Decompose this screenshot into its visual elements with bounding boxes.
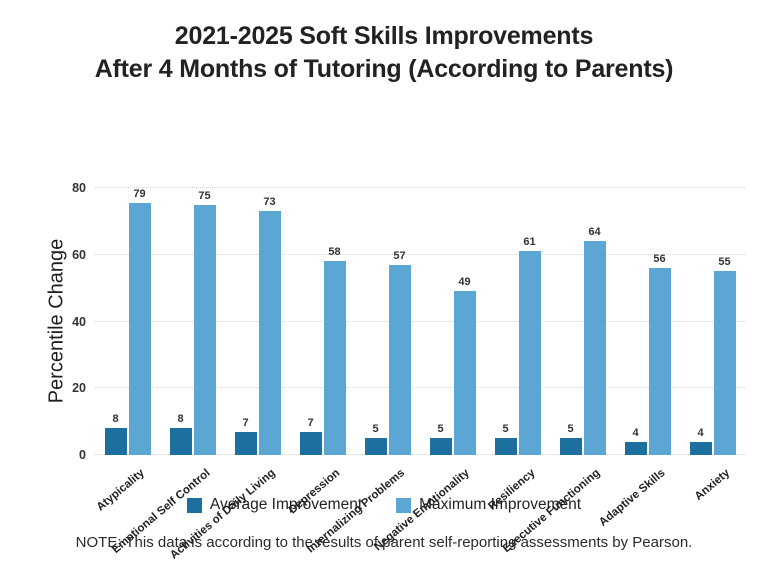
bar-column-average: 5 xyxy=(559,188,582,455)
y-tick-label: 40 xyxy=(72,314,86,329)
legend-swatch-average xyxy=(186,497,202,513)
footnote: NOTE: This data is according to the resu… xyxy=(75,534,693,551)
bar-maximum xyxy=(583,241,606,455)
bar-maximum xyxy=(453,291,476,455)
y-tick-label: 80 xyxy=(72,181,86,195)
bar-column-maximum: 56 xyxy=(648,188,671,455)
bar-maximum xyxy=(388,264,411,455)
bar-average xyxy=(494,438,517,455)
bar-column-average: 4 xyxy=(624,188,647,455)
bar-value-label: 58 xyxy=(328,246,341,259)
y-axis-title: Percentile Change xyxy=(45,238,68,404)
plot-area: 0 20 40 60 80 8 79 Atypicality 8 75 Emotional Sel… xyxy=(72,181,745,562)
legend-swatch-maximum xyxy=(396,497,412,513)
bar-maximum xyxy=(713,271,736,455)
bar-value-label: 56 xyxy=(653,253,666,266)
bar-value-label: 64 xyxy=(588,226,601,239)
legend: Average Improvement Maximum Improvement xyxy=(0,496,768,514)
legend-label: Average Improvement xyxy=(209,496,363,513)
bar-column-maximum: 57 xyxy=(388,188,411,455)
bar-column-average: 8 xyxy=(169,188,192,455)
bar-average xyxy=(234,431,257,455)
bar-column-average: 4 xyxy=(689,188,712,455)
legend-label: Maximum Improvement xyxy=(419,496,582,513)
bar-average xyxy=(689,441,712,455)
bar-column-average: 7 xyxy=(299,188,322,455)
bar-groups: 8 79 Atypicality 8 75 Emotional Self Control 7… xyxy=(95,188,745,562)
bar-column-average: 5 xyxy=(364,188,387,455)
bar-value-label: 8 xyxy=(177,413,184,426)
gridline xyxy=(95,320,745,322)
chart-title: 2021-2025 Soft Skills Improvements After… xyxy=(0,0,768,85)
bar-maximum xyxy=(258,211,281,455)
bar-value-label: 8 xyxy=(112,413,119,426)
bar-group: 4 56 Adaptive Skills xyxy=(597,188,680,529)
bar-column-maximum: 61 xyxy=(518,188,541,455)
chart-title-line2: After 4 Months of Tutoring (According to… xyxy=(94,54,674,83)
bar-average xyxy=(364,438,387,455)
bar-value-label: 7 xyxy=(307,416,314,429)
y-tick-label: 0 xyxy=(79,448,86,462)
bar-group: 7 58 Depression xyxy=(287,188,355,516)
bar-maximum xyxy=(128,203,151,455)
bar-group: 5 57 Internalizing Problems xyxy=(305,188,420,555)
bar-maximum xyxy=(648,268,671,455)
bar-value-label: 5 xyxy=(502,423,509,436)
bar-group: 8 79 Atypicality xyxy=(95,188,160,514)
bar-average xyxy=(429,438,452,455)
bar-average xyxy=(169,428,192,455)
bar-group: 4 55 Anxiety xyxy=(680,188,745,503)
y-tick-label: 60 xyxy=(72,247,86,262)
bar-maximum xyxy=(193,204,216,455)
bar-group: 7 73 Activities of Daily Living xyxy=(168,188,290,562)
legend-item-maximum: Maximum Improvement xyxy=(396,496,581,514)
bar-value-label: 61 xyxy=(523,236,536,249)
bar-average xyxy=(559,438,582,455)
bar-value-label: 4 xyxy=(697,426,704,439)
bar-group: 5 49 Negative Emotionality xyxy=(372,188,485,553)
bar-group: 8 75 Emotional Self Control xyxy=(110,188,225,556)
bar-maximum xyxy=(518,251,541,455)
gridline xyxy=(95,187,745,188)
bar-value-label: 5 xyxy=(567,423,574,436)
bar-value-label: 57 xyxy=(393,249,406,262)
bar-column-maximum: 58 xyxy=(323,188,346,455)
bar-column-maximum: 79 xyxy=(128,188,151,455)
bar-value-label: 4 xyxy=(632,426,639,439)
bar-value-label: 5 xyxy=(437,423,444,436)
bar-column-maximum: 49 xyxy=(453,188,476,455)
bar-group: 5 64 Executive Functioning xyxy=(501,188,615,555)
bar-value-label: 75 xyxy=(198,189,211,202)
bar-column-average: 8 xyxy=(104,188,127,455)
y-tick-label: 20 xyxy=(72,381,86,396)
bar-column-average: 5 xyxy=(429,188,452,455)
gridline xyxy=(95,387,745,389)
bar-group: 5 61 Resiliency xyxy=(485,188,550,513)
bar-value-label: 49 xyxy=(458,276,471,289)
bar-average xyxy=(624,441,647,455)
bar-average xyxy=(299,431,322,455)
bar-column-maximum: 55 xyxy=(713,188,736,455)
chart-title-line1: 2021-2025 Soft Skills Improvements xyxy=(174,22,594,50)
gridline xyxy=(95,454,745,455)
bar-value-label: 7 xyxy=(242,416,249,429)
bar-maximum xyxy=(323,261,346,455)
bar-value-label: 79 xyxy=(133,188,146,200)
bar-column-maximum: 75 xyxy=(193,188,216,455)
bar-column-average: 5 xyxy=(494,188,517,455)
bar-average xyxy=(104,428,127,455)
bar-value-label: 55 xyxy=(718,256,731,269)
bar-column-maximum: 73 xyxy=(258,188,281,455)
bar-column-maximum: 64 xyxy=(583,188,606,455)
bar-column-average: 7 xyxy=(234,188,257,455)
gridline xyxy=(95,253,745,255)
bar-value-label: 5 xyxy=(372,423,379,436)
bar-value-label: 73 xyxy=(263,196,276,209)
legend-item-average: Average Improvement xyxy=(186,496,363,514)
